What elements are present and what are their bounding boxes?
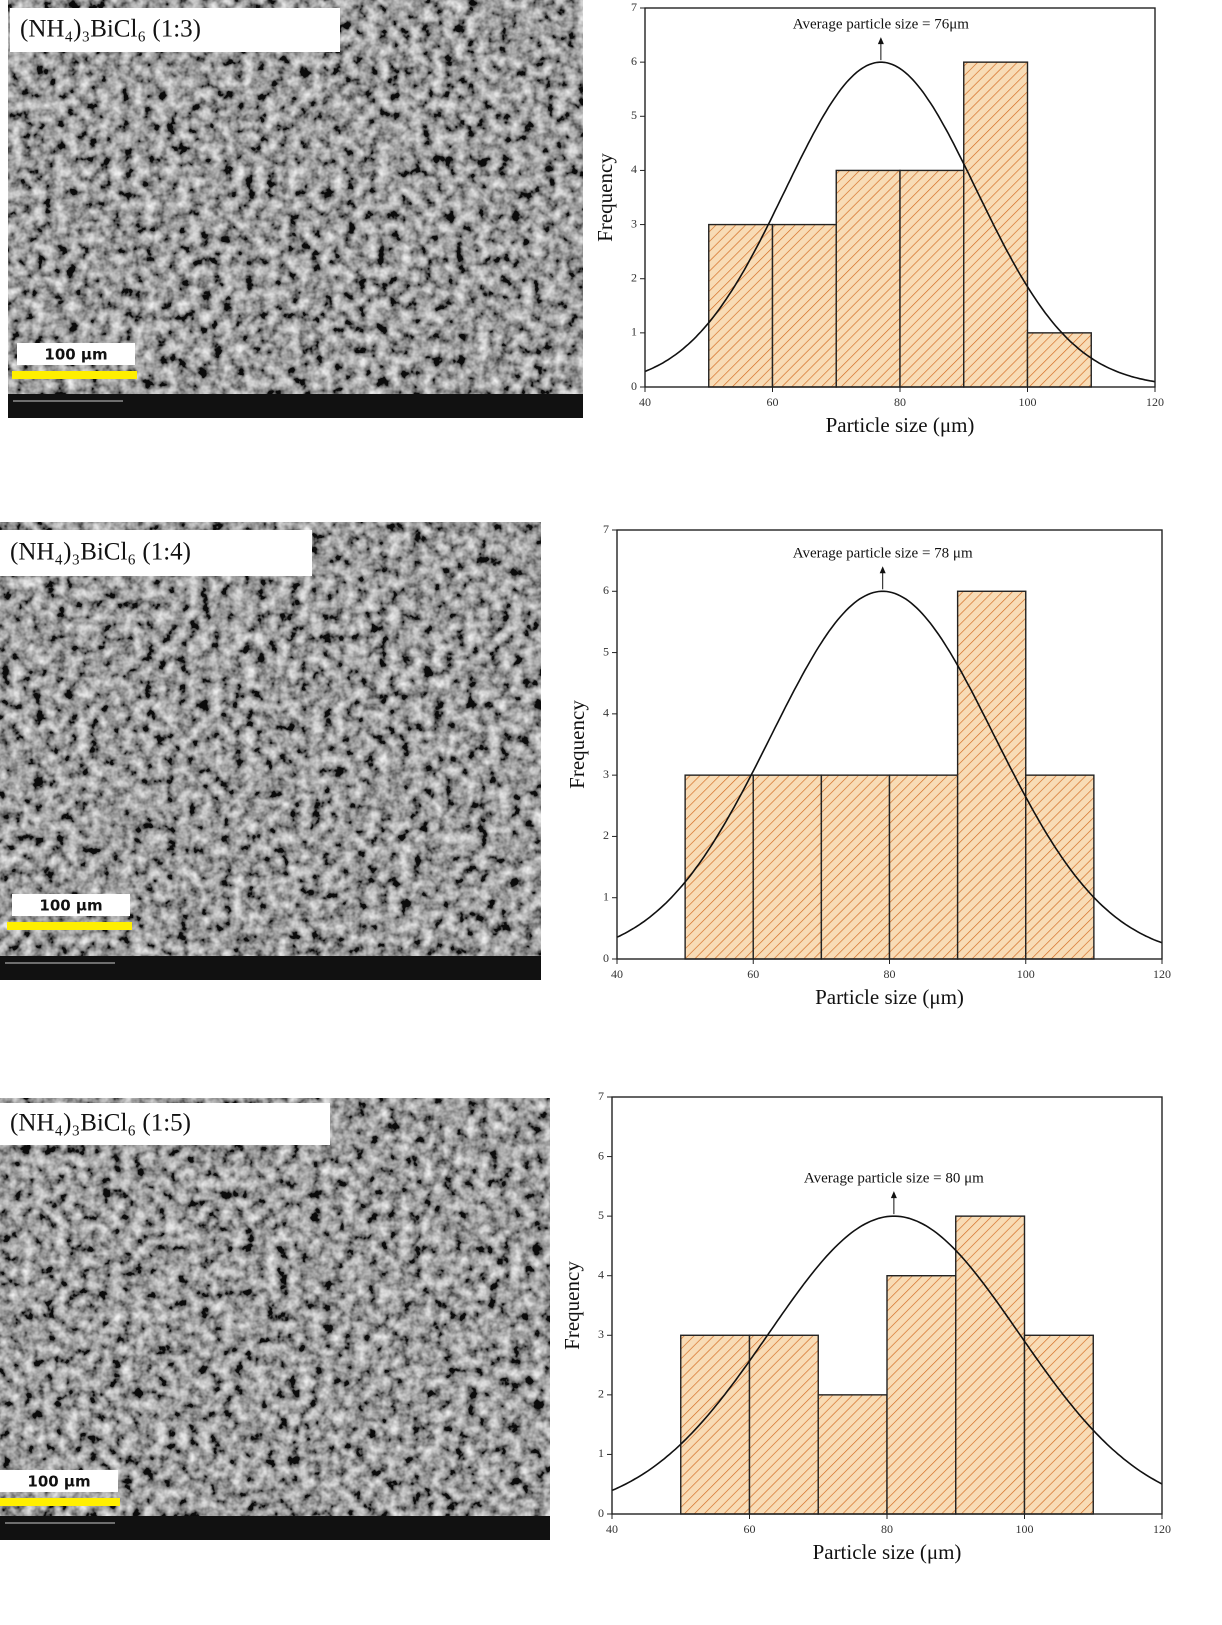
histogram-bar <box>886 1275 957 1515</box>
label-box <box>10 8 340 52</box>
label-box <box>0 530 312 576</box>
histogram-bar <box>955 1215 1026 1515</box>
histogram-bar <box>888 774 959 960</box>
fit-curve <box>611 1215 1163 1492</box>
annotation: Average particle size = 80 μm <box>804 1171 984 1187</box>
y-tick-label: 0 <box>631 379 637 393</box>
annotation: Average particle size = 78 μm <box>793 546 973 562</box>
histogram-bar <box>680 1334 751 1515</box>
y-tick-label: 1 <box>603 889 609 903</box>
x-tick-label: 80 <box>884 967 896 981</box>
sem-info-bar <box>0 1516 550 1540</box>
x-tick-label: 80 <box>881 1522 893 1536</box>
scale-bar-box <box>17 343 135 365</box>
y-axis-label: Frequency <box>593 153 617 242</box>
x-axis-label: Particle size (μm) <box>813 1540 962 1564</box>
scale-bar <box>7 922 132 930</box>
histogram-bar <box>1025 774 1095 960</box>
histogram-bar <box>1026 332 1092 388</box>
histogram-bar <box>956 590 1027 960</box>
histogram-bar <box>708 223 774 388</box>
x-tick-label: 120 <box>1146 395 1164 409</box>
y-tick-label: 7 <box>598 1089 604 1103</box>
sem-texture <box>0 1098 550 1540</box>
sem-info-bar <box>0 956 541 980</box>
histogram-bar <box>817 1394 888 1515</box>
scale-bar-box <box>12 894 130 916</box>
image-label: (NH₄)₃BiCl₆ (1:5) <box>10 1110 191 1137</box>
x-tick-label: 120 <box>1153 1522 1171 1536</box>
y-tick-label: 5 <box>598 1208 604 1222</box>
x-tick-label: 120 <box>1153 967 1171 981</box>
x-tick-label: 100 <box>1017 967 1035 981</box>
scale-bar-label: 100 µm <box>44 346 107 364</box>
histogram-bar <box>899 169 965 388</box>
y-tick-label: 6 <box>598 1148 604 1162</box>
histogram-bar <box>1023 1334 1094 1515</box>
annotation-arrowhead <box>879 566 886 574</box>
scale-bar-label: 100 µm <box>27 1473 90 1491</box>
y-tick-label: 4 <box>598 1267 604 1281</box>
y-tick-label: 7 <box>631 0 637 14</box>
y-axis-label: Frequency <box>560 1261 584 1350</box>
x-axis-label: Particle size (μm) <box>826 413 975 437</box>
histogram-bar <box>963 61 1029 388</box>
y-tick-label: 4 <box>631 162 637 176</box>
y-tick-label: 4 <box>603 706 609 720</box>
label-box <box>0 1103 330 1145</box>
y-tick-label: 2 <box>598 1387 604 1401</box>
y-tick-label: 3 <box>598 1327 604 1341</box>
histogram-bar <box>820 774 891 960</box>
y-tick-label: 3 <box>631 216 637 230</box>
histogram-bar <box>748 1334 819 1515</box>
y-tick-label: 5 <box>603 644 609 658</box>
sem-info-bar <box>8 394 583 418</box>
histogram-bar <box>684 774 754 960</box>
x-tick-label: 60 <box>744 1522 756 1536</box>
y-axis-label: Frequency <box>565 700 589 789</box>
scale-bar-label: 100 µm <box>39 897 102 915</box>
y-tick-label: 2 <box>631 270 637 284</box>
x-tick-label: 60 <box>747 967 759 981</box>
scale-bar <box>12 371 137 379</box>
annotation-arrowhead <box>890 1191 897 1199</box>
y-tick-label: 6 <box>631 54 637 68</box>
y-tick-label: 5 <box>631 108 637 122</box>
annotation: Average particle size = 76μm <box>793 17 969 33</box>
x-tick-label: 80 <box>894 395 906 409</box>
x-tick-label: 60 <box>767 395 779 409</box>
image-label: (NH₄)₃BiCl₆ (1:3) <box>20 16 201 43</box>
x-tick-label: 40 <box>606 1522 618 1536</box>
y-tick-label: 2 <box>603 828 609 842</box>
x-tick-label: 100 <box>1016 1522 1034 1536</box>
x-tick-label: 40 <box>639 395 651 409</box>
histogram-bar <box>771 223 837 388</box>
scale-bar-box <box>0 1470 118 1492</box>
y-tick-label: 0 <box>598 1506 604 1520</box>
histogram-bar <box>752 774 823 960</box>
histogram-bar <box>835 169 901 388</box>
y-tick-label: 0 <box>603 951 609 965</box>
y-tick-label: 1 <box>598 1446 604 1460</box>
scale-bar <box>0 1498 120 1506</box>
x-axis-label: Particle size (μm) <box>815 985 964 1009</box>
annotation-arrowhead <box>877 37 884 45</box>
fit-curve <box>644 61 1156 383</box>
image-label: (NH₄)₃BiCl₆ (1:4) <box>10 539 191 566</box>
x-tick-label: 40 <box>611 967 623 981</box>
y-tick-label: 3 <box>603 767 609 781</box>
y-tick-label: 6 <box>603 583 609 597</box>
x-tick-label: 100 <box>1019 395 1037 409</box>
y-tick-label: 1 <box>631 325 637 339</box>
fit-curve <box>616 590 1163 944</box>
y-tick-label: 7 <box>603 522 609 536</box>
